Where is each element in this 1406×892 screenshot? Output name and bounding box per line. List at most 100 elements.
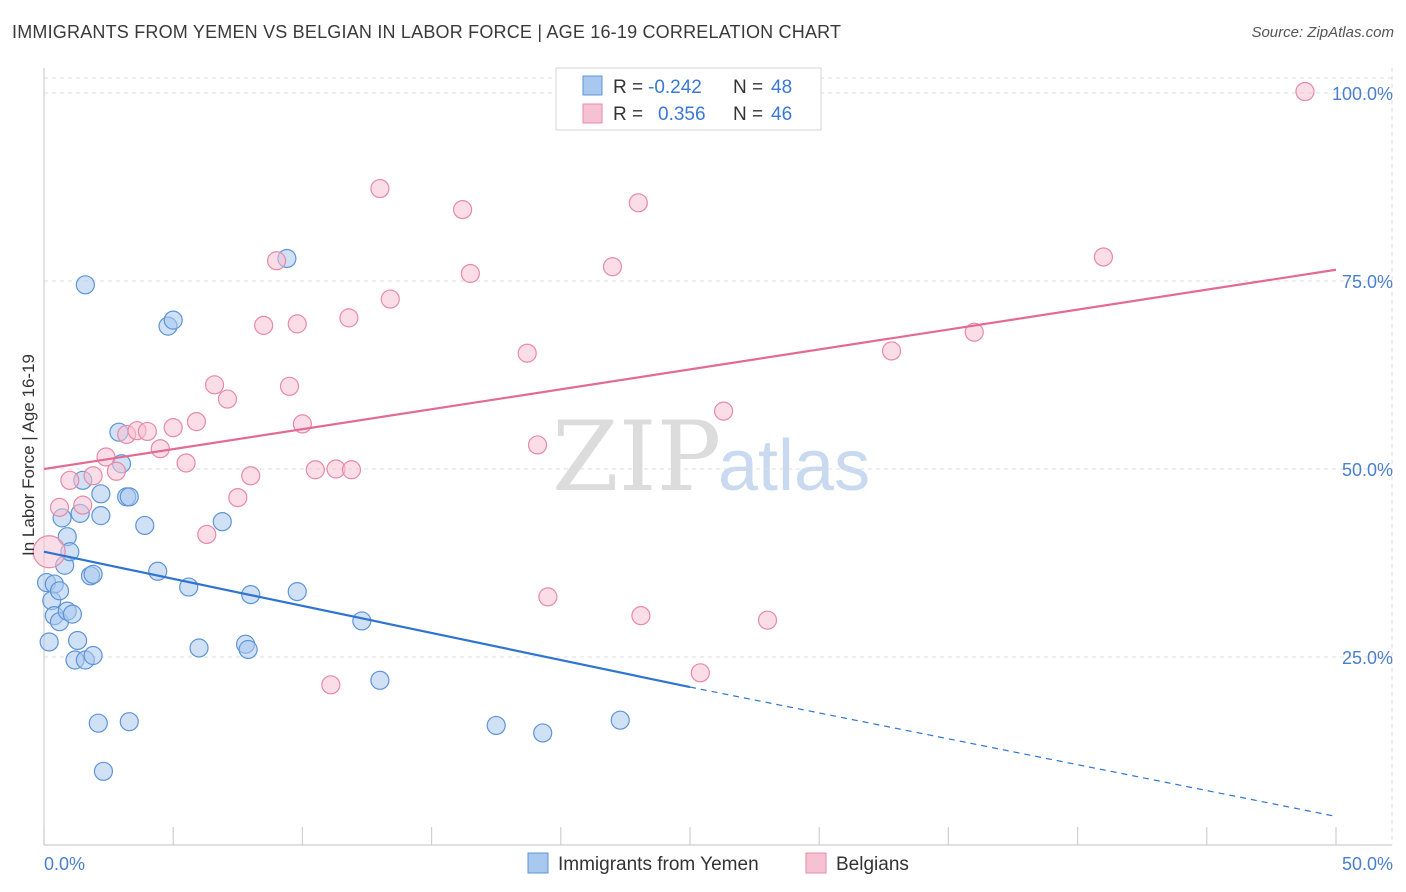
belgian-point <box>1295 81 1315 102</box>
belgian-point <box>241 466 261 486</box>
belgian-point <box>453 199 473 220</box>
belgian-point <box>881 341 902 361</box>
belgian-point <box>279 376 300 396</box>
belgian-point <box>228 487 248 508</box>
belgian-point <box>370 178 390 199</box>
yemen-point <box>39 632 59 652</box>
belgian-point <box>197 524 217 545</box>
yemen-point <box>238 639 258 660</box>
belgian-point <box>517 343 537 363</box>
legend-n-label: N = <box>733 77 763 98</box>
yemen-point <box>62 604 83 624</box>
tick-labels: 25.0% 50.0% 75.0% 100.0% 0.0% 50.0% <box>44 84 1393 874</box>
chart-title: IMMIGRANTS FROM YEMEN VS BELGIAN IN LABO… <box>12 22 842 42</box>
yemen-point <box>163 310 183 330</box>
belgian-point <box>757 610 778 630</box>
belgian-point <box>964 322 984 342</box>
bottom-legend-swatch-blue <box>527 852 549 874</box>
yemen-point <box>67 630 88 651</box>
watermark-atlas: atlas <box>718 426 870 506</box>
yemen-point <box>119 487 139 507</box>
belgian-point <box>527 435 548 455</box>
y-tick-label: 100.0% <box>1332 84 1393 104</box>
belgian-point <box>73 495 93 515</box>
trend-lines <box>43 268 1337 818</box>
yemen-point <box>610 710 630 730</box>
belgian-point <box>339 308 359 328</box>
bottom-legend-label-yemen: Immigrants from Yemen <box>558 854 759 875</box>
legend-r-label: R = <box>613 77 643 98</box>
belgian-point <box>460 263 480 284</box>
yemen-point <box>91 484 111 504</box>
belgian-point <box>137 421 157 442</box>
axes <box>43 68 1392 846</box>
yemen-point <box>75 275 95 295</box>
belgian-point <box>341 460 362 480</box>
belgian-point <box>83 466 103 486</box>
yemen-point <box>287 581 307 602</box>
watermark-zip: ZIP <box>552 401 721 513</box>
belgian-point <box>628 193 648 213</box>
y-axis-label: In Labor Force | Age 16-19 <box>19 354 38 556</box>
legend-n-value: 48 <box>771 77 792 98</box>
yemen-point <box>189 638 209 658</box>
belgian-point <box>538 587 558 607</box>
legend-r-value: -0.242 <box>648 77 702 98</box>
yemen-point <box>212 512 232 532</box>
yemen-point <box>119 712 139 732</box>
legend-r-value: 0.356 <box>658 104 706 125</box>
yemen-point <box>88 713 108 733</box>
y-tick-label: 75.0% <box>1342 272 1393 292</box>
belgian-point <box>690 663 710 683</box>
source-credit: Source: ZipAtlas.com <box>1251 24 1394 41</box>
legend: R = -0.242 N = 48 R = 0.356 N = 46 <box>555 67 822 131</box>
belgian-point <box>305 460 325 480</box>
yemen-point <box>135 515 155 536</box>
yemen-point <box>83 564 103 584</box>
yemen-trend-extension <box>689 686 1337 818</box>
belgian-point <box>60 470 80 490</box>
legend-n-value: 46 <box>771 104 792 125</box>
belgian-point <box>380 289 400 309</box>
bottom-legend: Immigrants from Yemen Belgians <box>527 852 909 875</box>
belgian-trend-line <box>43 268 1337 471</box>
y-tick-label: 50.0% <box>1342 460 1393 480</box>
yemen-point <box>91 506 111 526</box>
yemen-point <box>370 670 390 690</box>
belgian-point <box>186 412 207 432</box>
yemen-point <box>93 761 114 781</box>
belgian-point <box>150 439 170 459</box>
belgian-point <box>254 315 274 335</box>
belgian-point <box>49 497 70 517</box>
x-tick-label: 50.0% <box>1342 854 1393 874</box>
belgian-point <box>217 389 238 409</box>
belgian-point <box>163 418 183 438</box>
yemen-point <box>486 715 506 736</box>
bottom-legend-swatch-pink <box>805 852 827 874</box>
yemen-point <box>83 645 103 666</box>
belgian-point <box>287 314 307 334</box>
belgian-point <box>631 606 651 626</box>
belgian-point <box>106 461 126 481</box>
legend-swatch-pink <box>582 103 603 124</box>
belgian-point <box>1093 247 1114 267</box>
belgian-point <box>204 375 225 395</box>
legend-r-label: R = <box>613 104 643 125</box>
y-tick-label: 25.0% <box>1342 648 1393 668</box>
bottom-legend-label-belgians: Belgians <box>836 854 909 875</box>
yemen-point <box>49 581 70 601</box>
watermark: ZIP atlas <box>552 401 870 513</box>
legend-swatch-blue <box>582 75 603 96</box>
belgian-point <box>321 675 341 695</box>
belgian-point <box>713 401 734 421</box>
yemen-point <box>533 723 553 743</box>
yemen-trend-line <box>43 550 691 689</box>
yemen-point <box>352 611 372 631</box>
belgian-point <box>266 251 287 271</box>
belgian-point <box>602 257 623 277</box>
legend-n-label: N = <box>733 104 763 125</box>
x-tick-label: 0.0% <box>44 854 85 874</box>
belgian-point <box>176 453 196 473</box>
grid-lines <box>44 68 1393 845</box>
